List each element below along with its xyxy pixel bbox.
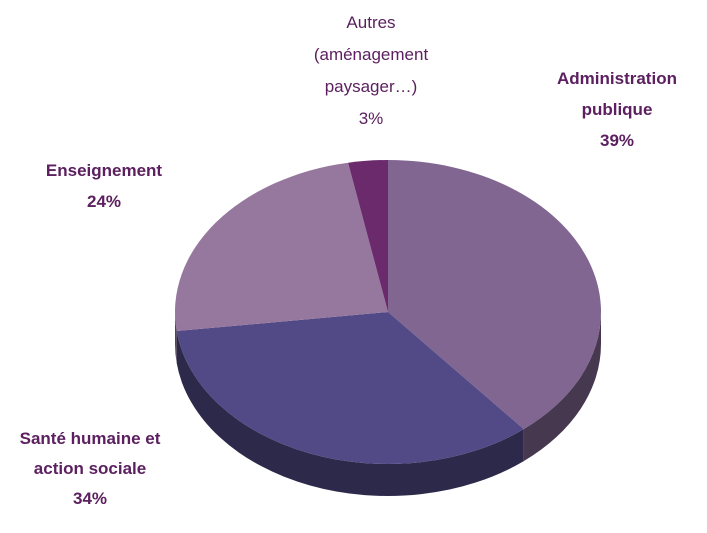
slice-label: Autres (aménagement paysager…) 3% [304,7,439,135]
category-label: Autres (aménagement paysager…) [313,13,429,96]
pie-slice [174,162,388,332]
category-label: Administration publique [557,69,677,119]
value-label: 3% [358,109,384,128]
slice-side [176,331,524,496]
slice-side [175,312,177,364]
category-label: Enseignement [45,161,163,180]
value-label: 34% [72,489,108,508]
slice-label: Santé humaine et action sociale 34% [15,424,165,514]
category-label: Santé humaine et action sociale [19,429,161,478]
slice-label: Enseignement 24% [14,155,194,217]
slice-side [523,312,601,462]
pie-slice [176,312,524,464]
value-label: 24% [86,192,122,211]
pie-slice [348,160,388,312]
pie-slice [388,160,601,430]
slice-label: Administration publique 39% [542,63,692,156]
value-label: 39% [599,131,635,150]
